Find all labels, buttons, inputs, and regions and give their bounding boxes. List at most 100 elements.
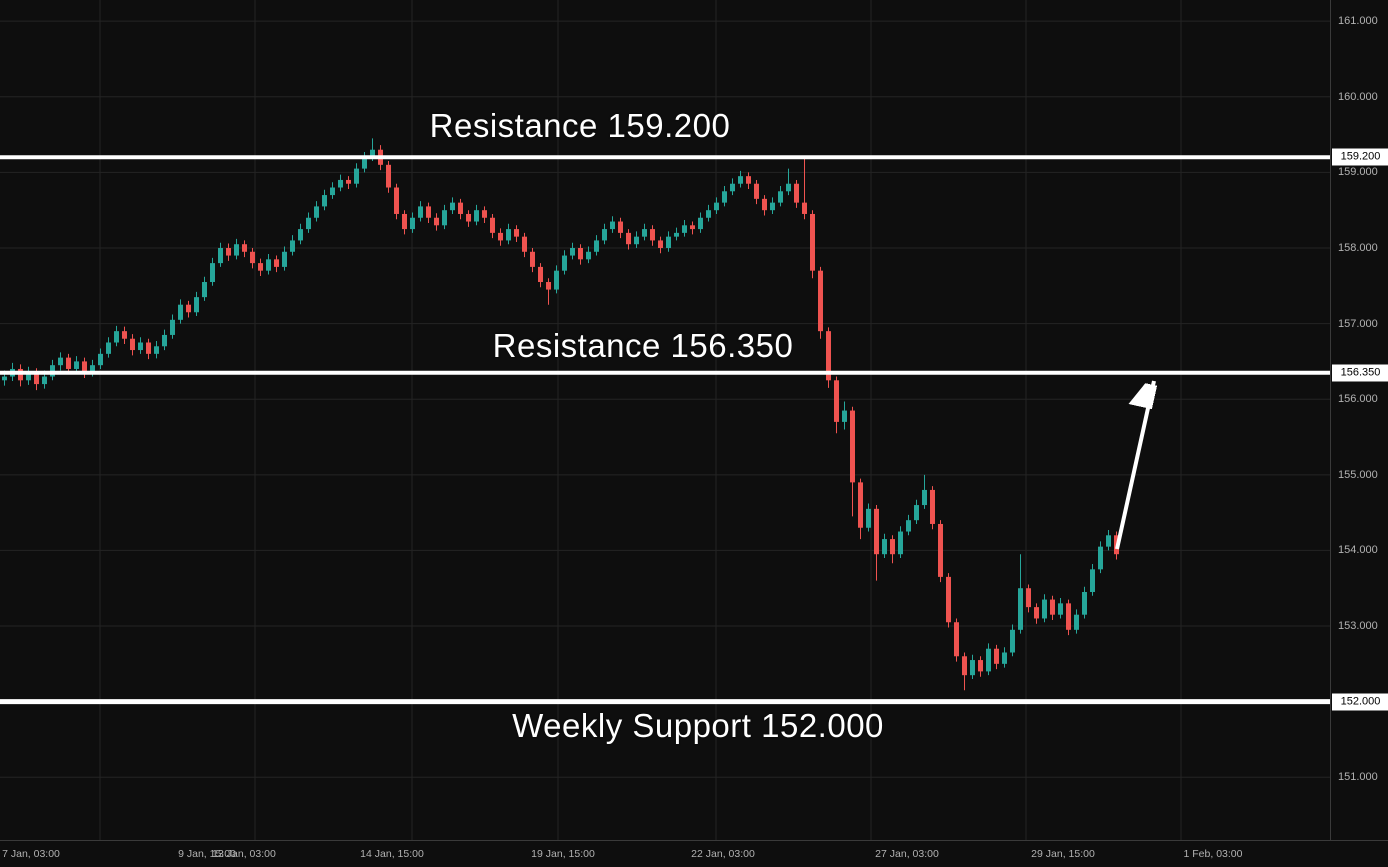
candle-body [898, 531, 903, 555]
candle-body [594, 240, 599, 252]
time-axis[interactable]: 7 Jan, 03:00 9 Jan, 15:00 13 Jan, 03:00 14 … [0, 840, 1388, 867]
candle-body [330, 187, 335, 196]
candle-body [474, 210, 479, 222]
candle-body [634, 236, 639, 245]
time-tick-label: 13 Jan, 03:00 [212, 848, 276, 860]
candle-body [442, 210, 447, 226]
candle-body [1034, 607, 1039, 619]
candle-body [322, 195, 327, 207]
candle-body [138, 342, 143, 351]
candle-body [746, 176, 751, 184]
price-tick-label: 161.000 [1338, 15, 1378, 28]
candle-body [282, 251, 287, 267]
candle-body [650, 229, 655, 241]
candle-body [578, 247, 583, 260]
candle-body [826, 331, 831, 381]
candle-body [1002, 652, 1007, 664]
candle-body [130, 338, 135, 351]
annotation-resistance-156350[interactable]: Resistance 156.350 [492, 327, 794, 364]
candle-body [762, 198, 767, 211]
candle-body [858, 482, 863, 528]
candle-body [274, 259, 279, 267]
annotation-weekly-support-152000[interactable]: Weekly Support 152.000 [512, 707, 884, 744]
candle-body [1050, 599, 1055, 615]
candle-body [242, 244, 247, 252]
candle-body [642, 229, 647, 237]
candle-body [506, 229, 511, 241]
candle-body [82, 361, 87, 373]
candle-body [234, 244, 239, 256]
candles-layer [2, 138, 1119, 691]
price-tick-label: 159.000 [1338, 166, 1378, 179]
candle-body [666, 236, 671, 248]
candle-body [34, 372, 39, 385]
candle-body [90, 365, 95, 373]
candle-body [626, 232, 631, 245]
candle-body [618, 221, 623, 233]
candle-body [754, 183, 759, 199]
candle-body [122, 331, 127, 339]
candle-body [186, 304, 191, 313]
time-tick-label: 27 Jan, 03:00 [875, 848, 939, 860]
price-level-tag-159200: 159.200 [1332, 148, 1388, 166]
candle-body [970, 660, 975, 676]
candle-body [1042, 599, 1047, 619]
candle-body [610, 221, 615, 230]
candle-body [1098, 546, 1103, 570]
candle-body [890, 539, 895, 555]
candle-body [882, 539, 887, 555]
time-tick-label: 19 Jan, 15:00 [531, 848, 595, 860]
candle-body [98, 353, 103, 366]
candle-body [922, 489, 927, 506]
support-resistance-lines[interactable] [0, 155, 1330, 705]
candle-body [562, 255, 567, 271]
candle-body [1058, 603, 1063, 615]
candle-body [2, 376, 7, 381]
candle-body [538, 266, 543, 283]
candle-body [370, 149, 375, 158]
candle-body [706, 210, 711, 218]
candle-body [930, 489, 935, 524]
candle-body [1010, 629, 1015, 653]
price-level-tag-152000: 152.000 [1332, 693, 1388, 711]
candle-body [530, 251, 535, 267]
price-tick-label: 158.000 [1338, 241, 1378, 254]
price-tick-label: 157.000 [1338, 317, 1378, 330]
price-tick-label: 156.000 [1338, 393, 1378, 406]
trend-arrow[interactable] [1115, 380, 1154, 550]
candle-body [786, 183, 791, 192]
price-tick-label: 153.000 [1338, 620, 1378, 633]
candle-body [938, 523, 943, 577]
candle-body [482, 210, 487, 218]
candle-body [66, 357, 71, 369]
candle-body [170, 319, 175, 335]
candle-body [498, 232, 503, 241]
candle-body [1066, 603, 1071, 630]
candle-body [682, 225, 687, 233]
chart-plot-area[interactable]: Resistance 159.200 Resistance 156.350 We… [0, 0, 1330, 840]
candle-body [690, 225, 695, 230]
candle-body [1018, 588, 1023, 630]
candle-body [466, 213, 471, 222]
candle-body [834, 380, 839, 422]
candle-body [570, 247, 575, 256]
candle-body [522, 236, 527, 252]
candle-body [402, 213, 407, 230]
up-arrow[interactable] [1115, 380, 1154, 550]
chart-canvas[interactable] [0, 0, 1330, 840]
candle-body [74, 361, 79, 369]
candle-body [658, 240, 663, 248]
candle-body [250, 251, 255, 264]
candle-body [602, 229, 607, 241]
candle-body [906, 520, 911, 532]
time-tick-label: 1 Feb, 03:00 [1183, 848, 1243, 860]
price-tick-label: 160.000 [1338, 90, 1378, 103]
price-axis[interactable]: 159.200 156.350 152.000 161.000 160.000 15… [1330, 0, 1388, 840]
candle-body [850, 410, 855, 483]
candle-body [674, 232, 679, 237]
candle-body [802, 202, 807, 214]
candle-body [362, 157, 367, 169]
candle-body [266, 259, 271, 271]
candle-body [1074, 614, 1079, 630]
annotation-resistance-159200[interactable]: Resistance 159.200 [429, 107, 731, 144]
